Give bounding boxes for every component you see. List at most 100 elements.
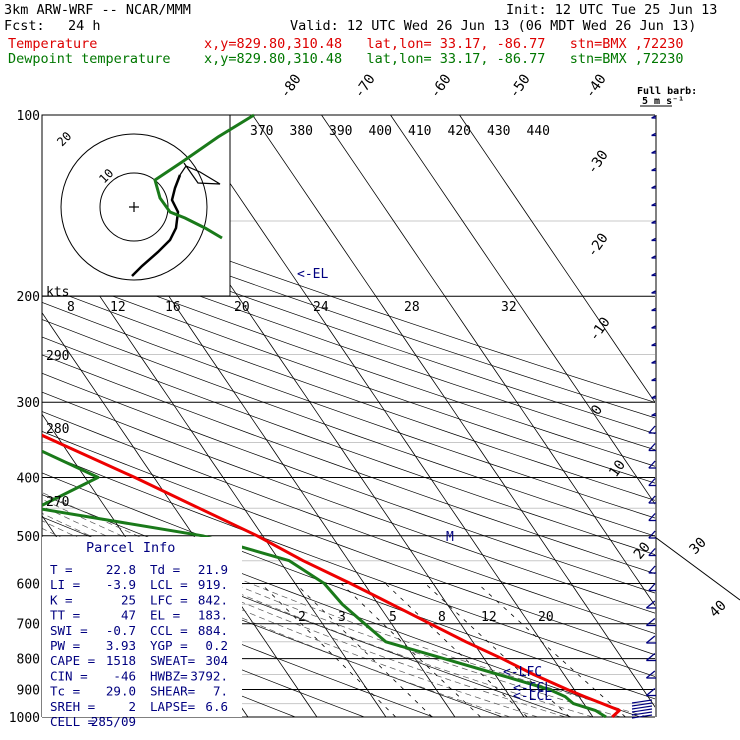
parcel-value: 0.2 [205,638,228,653]
theta-label: 430 [487,124,510,139]
speed-label: 12 [110,300,126,315]
mixing-ratio-label: 12 [481,610,497,625]
wind-barb [631,708,653,713]
isotherm-label: -60 [427,71,455,101]
wind-barb [648,460,656,469]
parcel-key: SWEAT= [150,653,195,668]
dewpoint-location: x,y=829.80,310.48 lat,lon= 33.17, -86.77… [204,51,684,67]
parcel-key: K = [50,592,73,607]
parcel-key: CAPE = [50,653,95,668]
dewpoint-line [42,449,607,718]
mixing-ratio-label: 8 [438,610,446,625]
wind-barb [651,237,656,242]
level-marker: <-LCL [513,689,552,704]
wind-barb [645,653,656,661]
dry-adiabat [42,285,655,501]
hodograph-units: kts [46,285,69,300]
parcel-key: Tc = [50,684,80,699]
level-marker: <-LFC [503,665,542,680]
wind-barb [651,290,656,294]
wind-barb [651,167,656,172]
pressure-label-300: 300 [17,396,40,411]
dry-adiabat [42,472,655,700]
dry-adiabat [42,391,655,614]
theta-label: 390 [329,124,352,139]
pressure-label-600: 600 [17,577,40,592]
theta-e-label: 270 [46,495,69,510]
hodograph-ring [60,133,208,281]
dry-adiabat [42,411,655,634]
wind-barb [651,255,656,259]
pressure-label-500: 500 [17,530,40,545]
parcel-value: 2 [128,699,136,714]
speed-label: 8 [67,300,75,315]
isotherm-label: -30 [584,147,612,177]
parcel-key: PW = [50,638,80,653]
parcel-key: CCL = [150,623,188,638]
isotherm-label: 10 [606,457,629,480]
parcel-value: 1518 [106,653,136,668]
wind-barb [648,478,656,486]
dry-adiabat [42,354,655,574]
parcel-value: -3.9 [106,577,136,592]
parcel-value: 21.9 [198,562,228,577]
dry-adiabat [42,336,655,555]
isotherm-label: -70 [351,71,379,101]
dry-adiabat [42,588,365,717]
parcel-value: 842. [198,592,228,607]
temperature-legend: Temperature [8,36,98,52]
parcel-key: SREH = [50,699,95,714]
wind-barb [648,530,656,539]
mixing-ratio-label: 2 [298,610,306,625]
parcel-key: TT = [50,608,80,623]
pressure-label-100: 100 [17,109,40,124]
parcel-key: Td = [150,562,180,577]
mixing-ratio-line [260,583,396,717]
temperature-location: x,y=829.80,310.48 lat,lon= 33.17, -86.77… [204,36,684,52]
wind-barb [651,185,656,189]
parcel-key: LI = [50,577,80,592]
wind-barb [651,220,656,224]
wind-barb [645,600,656,609]
wind-barb [648,425,656,434]
parcel-key: SWI = [50,623,88,638]
pressure-label-400: 400 [17,471,40,486]
parcel-value: 3792. [190,668,228,683]
wind-barb [648,583,656,591]
isotherm [321,115,655,607]
parcel-value: -0.7 [106,623,136,638]
parcel-value: 22.8 [106,562,136,577]
theta-label: 380 [290,124,313,139]
dry-adiabat [42,192,655,403]
dry-adiabat [42,431,655,656]
theta-e-label: 280 [46,422,69,437]
right-frame [654,536,740,601]
mixing-ratio-label: 3 [338,610,346,625]
hodograph-box [41,114,231,297]
parcel-info-title: Parcel Info [86,540,175,556]
parcel-value: 25 [121,592,136,607]
hodograph-trace [131,174,182,277]
isotherm-label: -40 [582,71,610,101]
dry-adiabat [42,319,655,537]
parcel-key: SHEAR= [150,684,195,699]
speed-label: 24 [313,300,329,315]
wind-barb [651,342,656,347]
wind-barb [651,360,656,364]
parcel-key: T = [50,562,73,577]
dry-adiabat [42,372,655,594]
pressure-label-1000: 1000 [9,711,40,726]
wind-barb [651,115,656,119]
parcel-key: CIN = [50,668,88,683]
init-time: Init: 12 UTC Tue 25 Jun 13 [506,2,718,18]
speed-label: 16 [165,300,181,315]
isotherm-label: -20 [584,230,612,260]
dewpoint-legend: Dewpoint temperature [8,51,171,67]
mixing-ratio-label: 20 [538,610,554,625]
pressure-label-800: 800 [17,653,40,668]
theta-label: 370 [250,124,273,139]
wind-barb [648,495,656,504]
wind-barb [651,325,656,329]
isotherm-label: 20 [631,539,654,562]
barb-key-label: Full barb: [637,86,697,97]
